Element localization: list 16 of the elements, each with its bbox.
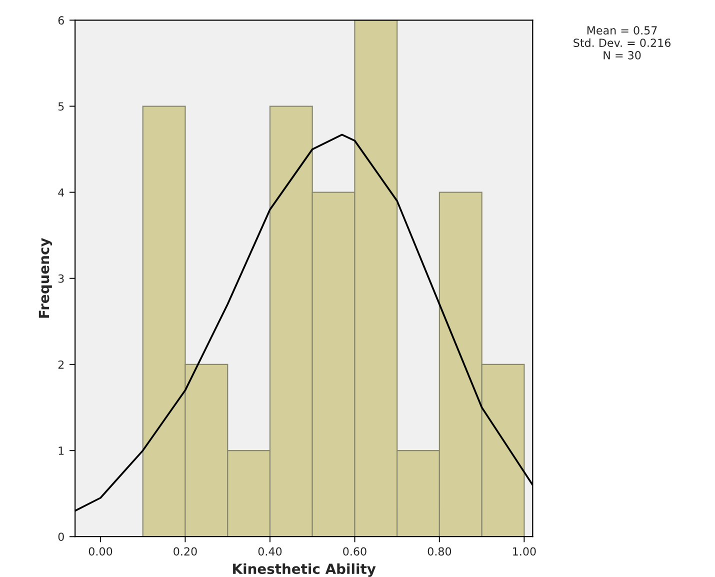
x-tick-label: 0.60 <box>343 547 366 556</box>
x-tick-label: 0.20 <box>174 547 197 556</box>
y-tick-label: 6 <box>58 16 64 25</box>
y-tick-label: 1 <box>58 446 64 455</box>
y-tick-label: 2 <box>58 360 64 369</box>
x-tick-label: 0.00 <box>88 547 112 556</box>
text: Mean = 0.57 Std. Dev. = 0.216 N = 30 <box>574 26 671 60</box>
y-tick-label: 3 <box>58 274 64 283</box>
y-tick-label: 4 <box>58 188 64 197</box>
x-axis-title: Kinesthetic Ability <box>233 563 376 577</box>
x-tick-label: 0.80 <box>428 547 452 556</box>
x-tick-label: 1.00 <box>513 547 536 556</box>
x-tick-label: 0.40 <box>258 547 282 556</box>
y-tick-label: 0 <box>58 532 64 541</box>
y-tick-label: 5 <box>58 102 64 111</box>
y-axis-title: Frequency <box>38 238 52 318</box>
